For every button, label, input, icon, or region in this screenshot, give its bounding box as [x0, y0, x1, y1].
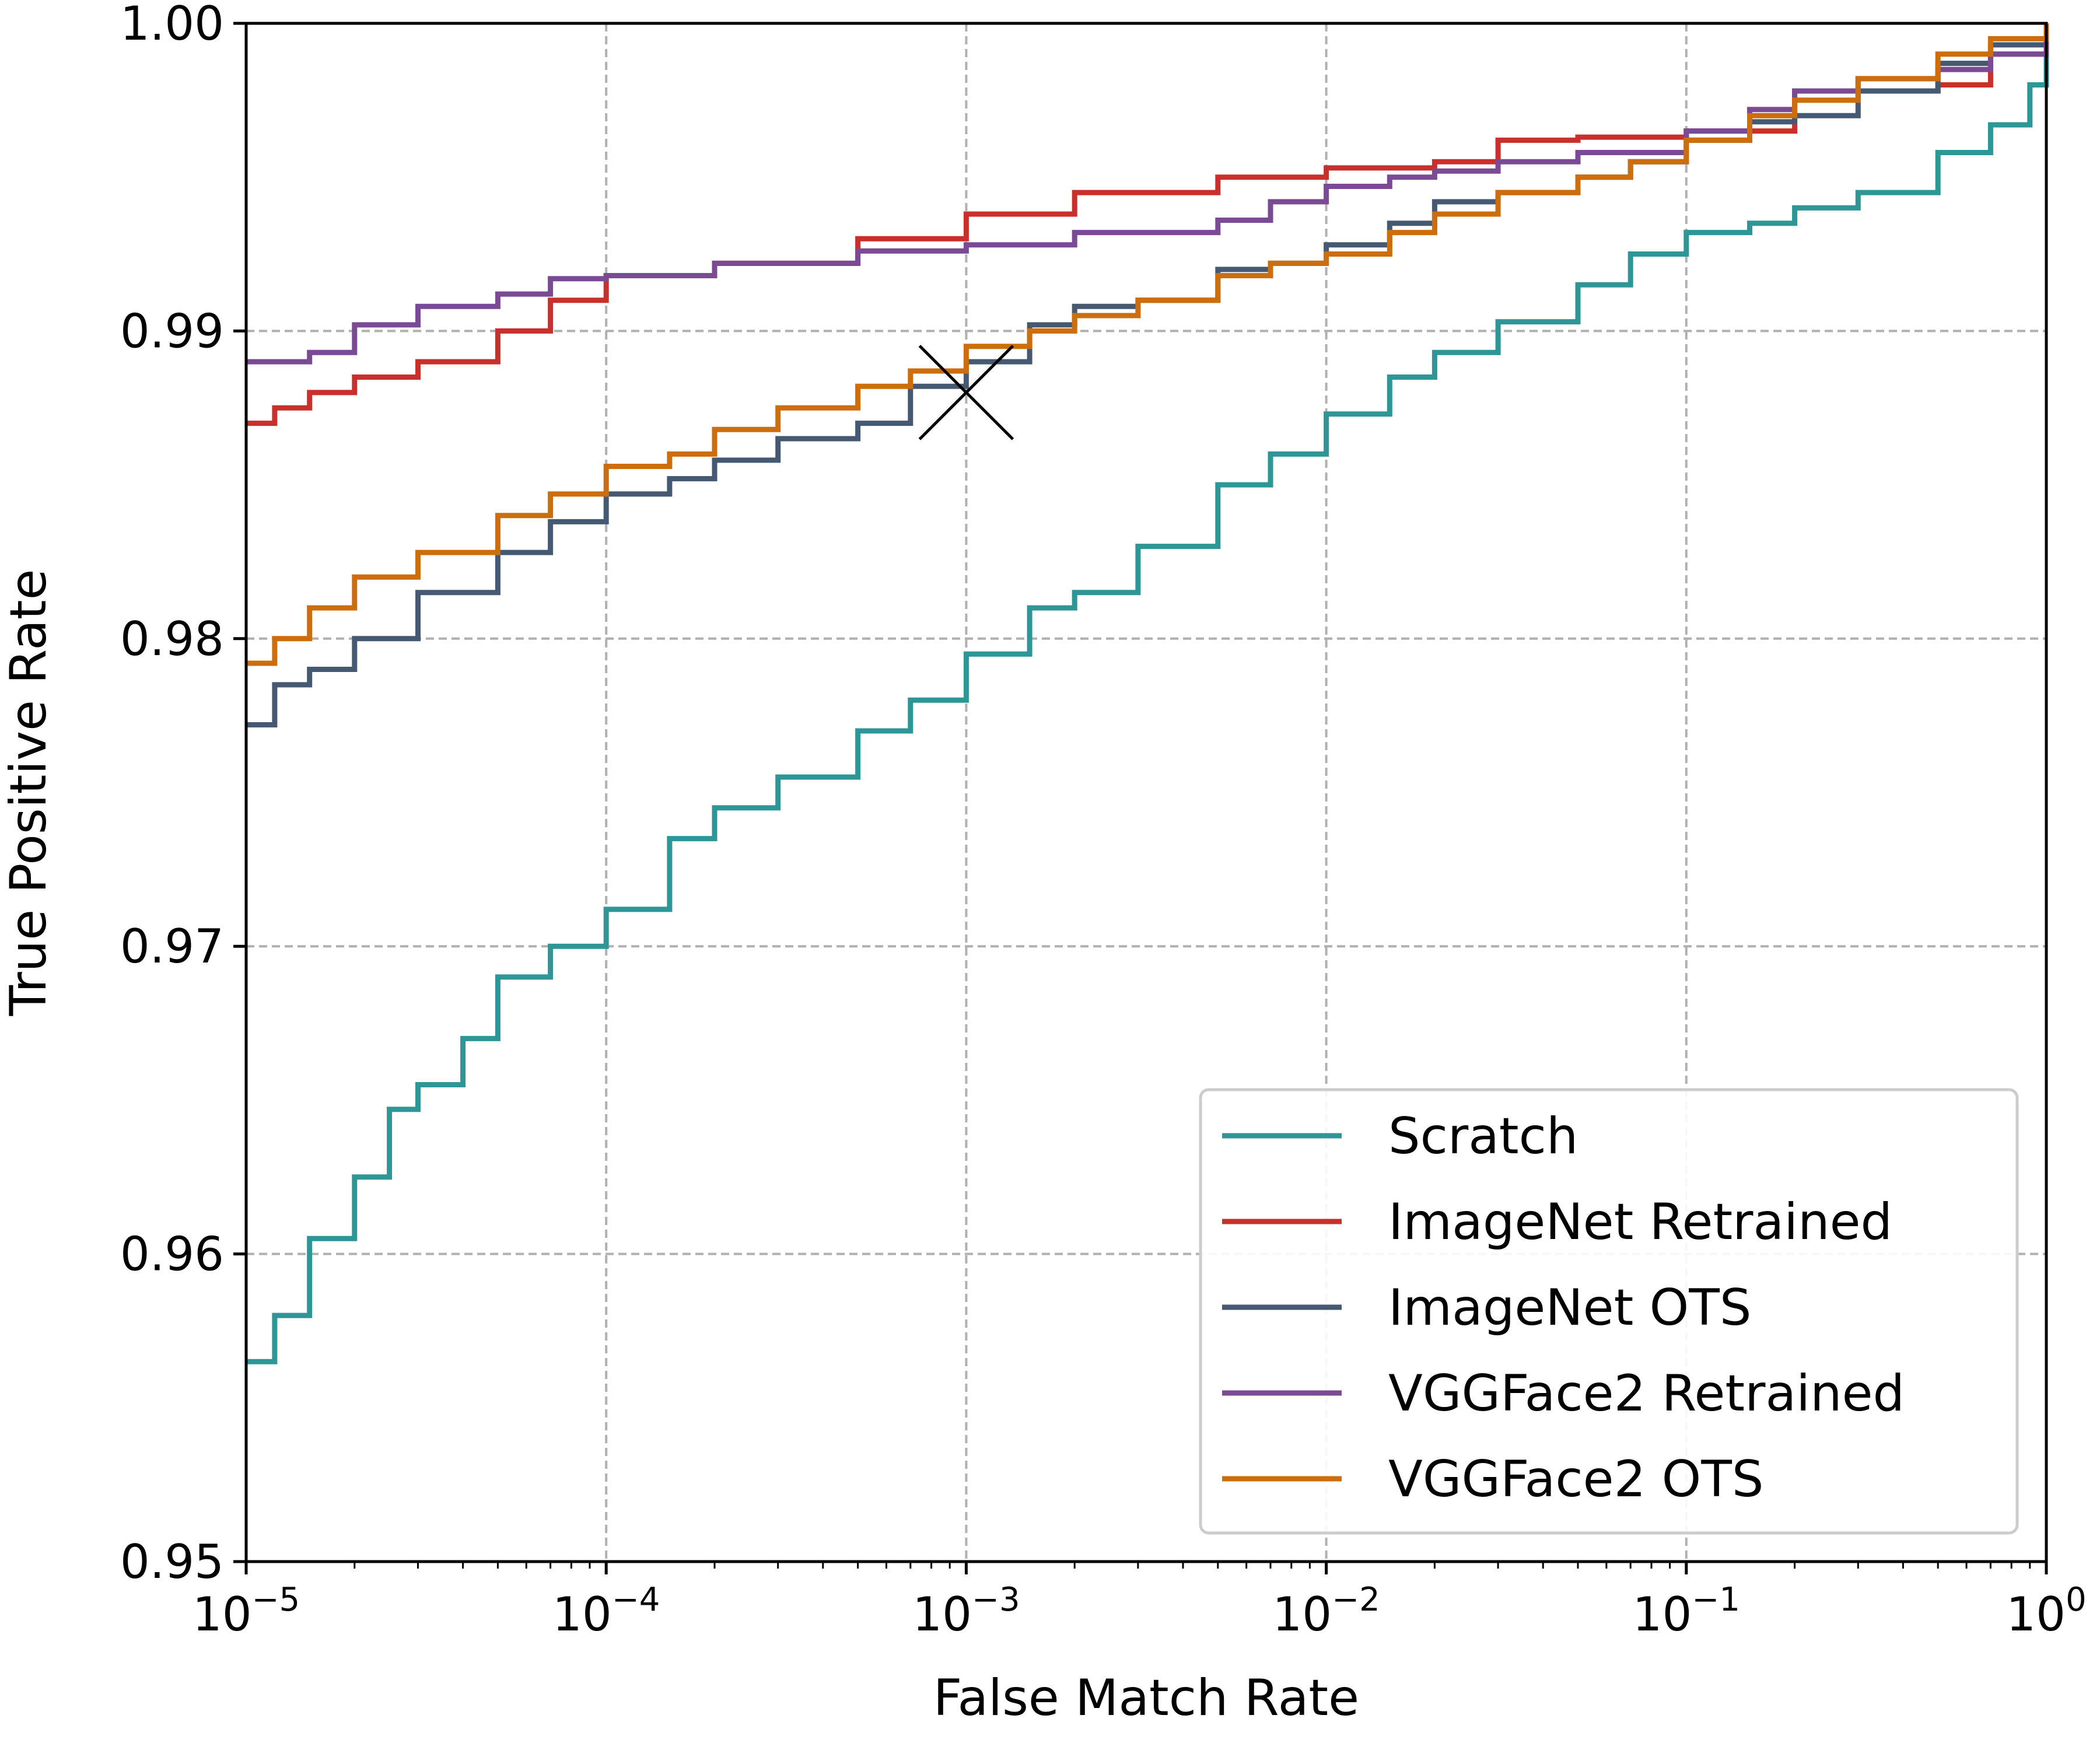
legend-label-vggface2-ots: VGGFace2 OTS: [1388, 1450, 1763, 1508]
x-tick-label: 10−5: [192, 1581, 300, 1642]
y-axis-label: True Positive Rate: [0, 569, 58, 1016]
axis-ticks: [233, 22, 2048, 1574]
marker-stroke: [918, 345, 1014, 440]
x-tick-label: 10−4: [552, 1581, 660, 1642]
x-tick-label: 100: [2006, 1581, 2086, 1642]
legend-label-imagenet-ots: ImageNet OTS: [1388, 1279, 1751, 1337]
x-tick-label: 10−2: [1272, 1581, 1380, 1642]
legend-label-vggface2-retrained: VGGFace2 Retrained: [1388, 1364, 1905, 1423]
legend-label-imagenet-retrained: ImageNet Retrained: [1388, 1193, 1892, 1251]
series-line-scratch: [246, 38, 2049, 1364]
legend-box: [1199, 1088, 2019, 1535]
x-tick-label: 10−1: [1633, 1581, 1740, 1642]
y-tick-label: 0.97: [120, 919, 224, 974]
legend: Scratch ImageNet Retrained ImageNet OTS VGG…: [1199, 1088, 2019, 1535]
legend-label-scratch: Scratch: [1388, 1107, 1578, 1166]
x-axis-label: False Match Rate: [933, 1669, 1359, 1727]
series-line-vggface2-retrained: [246, 23, 2049, 365]
series-lines: [246, 23, 2049, 1364]
series-line-vggface2-ots: [246, 23, 2049, 666]
operating-point-marker: [918, 345, 1014, 440]
plot-frame: [244, 22, 2048, 1563]
y-tick-label: 0.98: [120, 612, 224, 666]
y-tick-label: 1.00: [120, 0, 224, 51]
tick-labels: 10−5 10−4 10−3 10−2 10−1 100 0.95 0.96 0.97 0.98 0…: [120, 0, 2087, 1642]
y-tick-label: 0.95: [120, 1535, 224, 1589]
y-tick-label: 0.96: [120, 1227, 224, 1282]
y-tick-label: 0.99: [120, 304, 224, 358]
x-tick-label: 10−3: [912, 1581, 1020, 1642]
